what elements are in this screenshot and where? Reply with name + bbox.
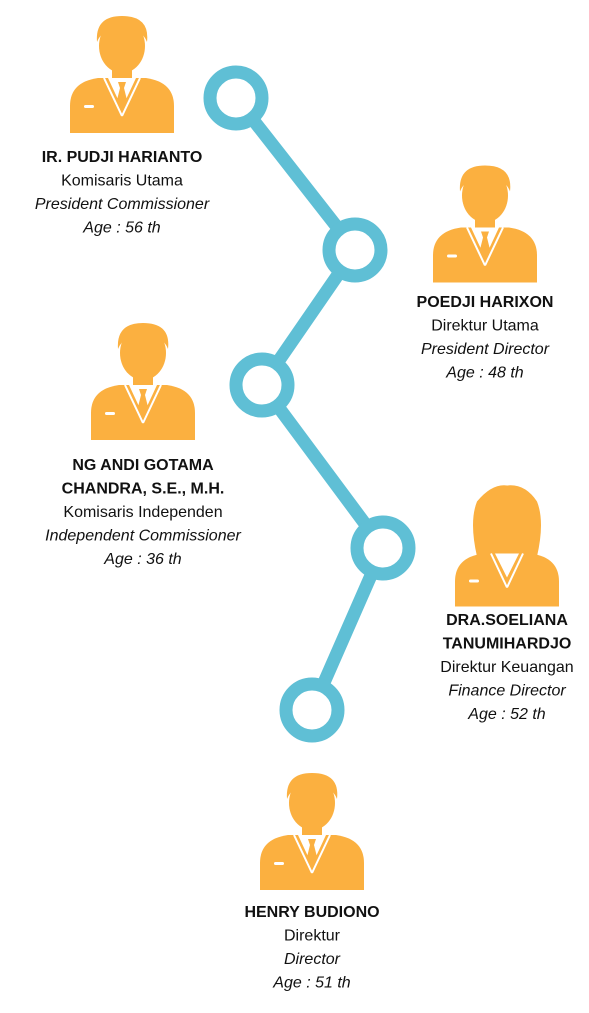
node — [279, 677, 345, 743]
timeline — [203, 65, 416, 743]
person-name: DRA.SOELIANA — [446, 612, 568, 629]
node — [350, 515, 416, 581]
person-age: Age : 36 th — [103, 551, 181, 568]
person-icon — [69, 15, 175, 133]
person-role: Komisaris Utama — [61, 173, 183, 190]
person-role: Direktur Keuangan — [440, 659, 573, 676]
person-name: IR. PUDJI HARIANTO — [42, 149, 203, 166]
node — [229, 352, 295, 418]
person-icon — [90, 322, 196, 440]
person-role-en: Finance Director — [448, 683, 566, 700]
person-role: Direktur Utama — [431, 318, 539, 335]
person-age: Age : 51 th — [272, 975, 350, 992]
person-name: TANUMIHARDJO — [443, 636, 572, 653]
person-role-en: President Director — [421, 341, 550, 358]
person-name: CHANDRA, S.E., M.H. — [62, 481, 225, 498]
person-role-en: Independent Commissioner — [45, 528, 241, 545]
node — [322, 217, 388, 283]
person-role-en: President Commissioner — [35, 196, 210, 213]
person-role: Direktur — [284, 928, 341, 945]
person-age: Age : 56 th — [82, 220, 160, 237]
person-icon — [453, 484, 561, 608]
person-role-en: Director — [284, 951, 341, 968]
person-age: Age : 48 th — [445, 365, 523, 382]
node — [203, 65, 269, 131]
person-icon — [431, 164, 539, 284]
person-age: Age : 52 th — [467, 706, 545, 723]
person-icon — [259, 772, 365, 890]
person-name: NG ANDI GOTAMA — [72, 457, 214, 474]
person-role: Komisaris Independen — [63, 504, 222, 521]
person-name: POEDJI HARIXON — [417, 294, 554, 311]
person-name: HENRY BUDIONO — [244, 904, 379, 921]
